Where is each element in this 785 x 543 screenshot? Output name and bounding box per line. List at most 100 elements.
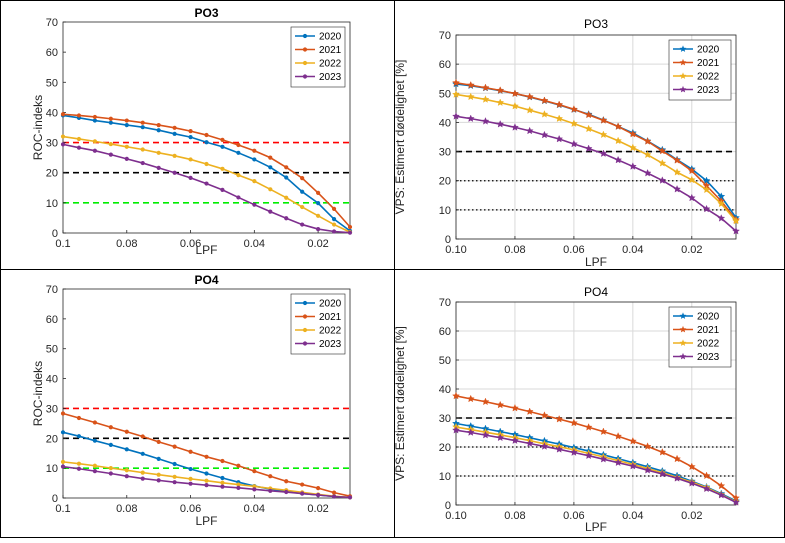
data-point-2023	[481, 117, 490, 125]
legend-label-2020: 2020	[319, 32, 342, 43]
x-tick-label: 0.04	[244, 238, 265, 250]
data-point-2021	[717, 481, 726, 490]
data-point-2022	[188, 476, 193, 481]
data-point-2023	[702, 484, 711, 493]
data-point-2021	[76, 113, 82, 118]
data-point-2022	[268, 187, 273, 192]
data-point-2023	[658, 469, 667, 478]
data-point-2020	[236, 150, 241, 155]
y-tick-label: 0	[52, 493, 58, 505]
legend-label-2021: 2021	[697, 58, 720, 69]
data-point-2023	[284, 216, 289, 221]
data-point-2022	[300, 204, 305, 210]
y-tick-label: 10	[439, 205, 451, 217]
data-point-2021	[658, 146, 667, 155]
data-point-2023	[687, 479, 696, 487]
data-point-2023	[466, 428, 475, 436]
legend-label-2021: 2021	[697, 325, 720, 336]
legend-label-2022: 2022	[697, 72, 720, 83]
data-point-2021	[525, 407, 534, 415]
data-point-2023	[717, 214, 726, 222]
data-point-2021	[511, 89, 519, 97]
data-point-2021	[92, 420, 97, 425]
data-point-2023	[204, 483, 209, 488]
data-point-2023	[643, 466, 652, 474]
data-point-2023	[525, 439, 534, 447]
legend-marker-2022	[302, 327, 308, 333]
data-point-2022	[614, 136, 623, 145]
legend-label-2022: 2022	[697, 339, 720, 350]
data-point-2023	[300, 491, 305, 496]
data-point-2020	[188, 135, 193, 140]
data-point-2022	[204, 161, 209, 167]
data-point-2021	[540, 411, 549, 419]
data-point-2023	[188, 175, 193, 180]
data-point-2021	[92, 114, 97, 120]
x-axis-label: LPF	[195, 514, 217, 528]
data-point-2023	[156, 478, 161, 483]
data-point-2023	[92, 469, 97, 474]
data-point-2020	[316, 201, 321, 206]
data-point-2023	[511, 436, 519, 444]
data-point-2021	[614, 432, 623, 440]
y-tick-label: 0	[445, 500, 451, 512]
data-point-2021	[628, 437, 637, 445]
chart-title: PO3	[194, 6, 218, 20]
data-point-2022	[702, 185, 711, 194]
chart-title: PO4	[194, 273, 218, 287]
data-point-2022	[236, 482, 241, 487]
legend-marker-2023	[302, 341, 308, 346]
data-point-2020	[204, 471, 209, 476]
data-point-2022	[188, 157, 193, 162]
y-tick-label: 50	[439, 88, 451, 100]
data-point-2020	[156, 128, 161, 133]
data-point-2021	[673, 454, 681, 463]
chart-br: 0 10 20 30 40 50 60 70 0.10 0.08 0.06 0.04 0.02 PO4 LP…	[393, 285, 740, 534]
data-point-2023	[268, 209, 273, 214]
data-point-2021	[555, 100, 564, 108]
chart-bl: 0 10 20 30 40 50 60 70 0.1 0.08 0.06 0.04 0.02 PO4 LPF…	[31, 273, 353, 528]
y-tick-label: 20	[46, 168, 58, 180]
data-point-2020	[108, 120, 113, 125]
data-point-2020	[220, 144, 225, 149]
data-point-2021	[60, 112, 66, 117]
y-tick-label: 50	[46, 344, 58, 356]
data-point-2022	[252, 179, 257, 184]
legend-marker-2021	[302, 47, 308, 52]
data-point-2021	[628, 129, 637, 138]
y-tick-label: 60	[46, 314, 58, 326]
y-tick-label: 20	[439, 176, 451, 188]
y-tick-label: 70	[46, 284, 58, 296]
data-point-2021	[466, 394, 475, 403]
data-point-2022	[140, 147, 145, 152]
data-point-2023	[156, 165, 161, 170]
legend-label-2020: 2020	[697, 45, 720, 56]
y-tick-label: 70	[439, 297, 451, 309]
data-point-2023	[92, 148, 97, 153]
data-point-2021	[555, 415, 564, 423]
data-point-2022	[156, 472, 161, 477]
data-point-2020	[140, 451, 145, 456]
data-point-2020	[92, 438, 97, 443]
data-point-2021	[204, 132, 209, 138]
data-point-2021	[268, 474, 273, 479]
data-point-2021	[300, 482, 305, 487]
data-point-2023	[599, 455, 608, 463]
data-point-2020	[76, 434, 82, 439]
data-point-2022	[156, 150, 161, 155]
data-point-2021	[316, 190, 321, 196]
data-point-2022	[555, 114, 564, 122]
data-point-2021	[188, 129, 193, 134]
y-tick-label: 40	[439, 384, 451, 396]
data-point-2020	[252, 157, 257, 162]
x-tick-label: 0.10	[445, 244, 466, 256]
legend: 2020 2021 2022 2023	[290, 26, 346, 88]
data-point-2022	[60, 459, 66, 464]
legend-label-2022: 2022	[319, 59, 342, 70]
data-point-2021	[236, 463, 241, 468]
data-point-2021	[220, 137, 225, 142]
data-point-2021	[599, 116, 608, 124]
data-point-2023	[347, 495, 353, 500]
data-point-2021	[569, 105, 578, 113]
data-point-2023	[452, 426, 460, 434]
